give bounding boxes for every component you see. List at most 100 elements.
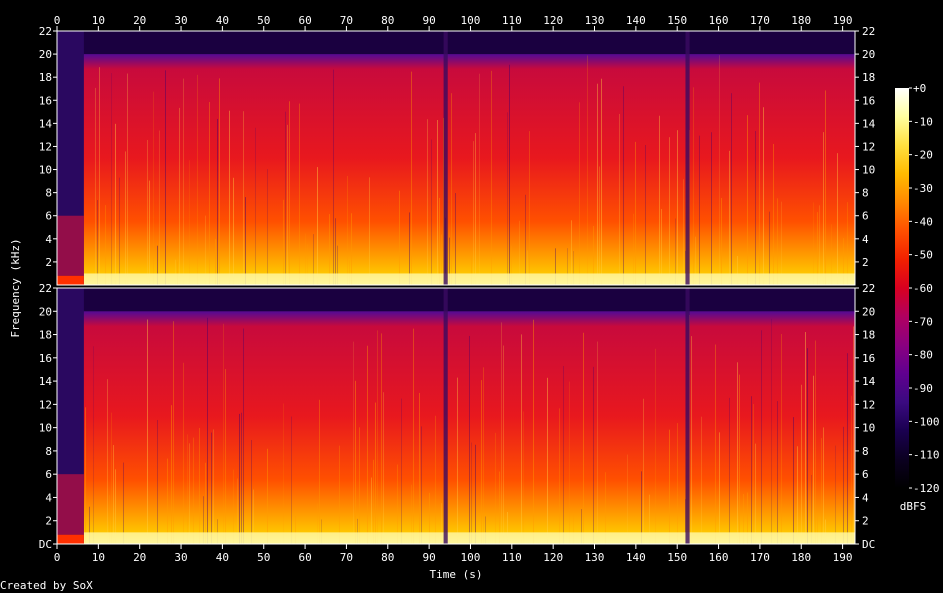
spectral-streak	[211, 432, 212, 544]
x-tick-label-top: 150	[667, 14, 687, 27]
spectral-streak	[481, 380, 482, 544]
y-tick-label-right: 6	[862, 468, 869, 481]
y-tick-label-right: 18	[862, 71, 875, 84]
y-tick-label-left: 4	[45, 233, 52, 246]
spectral-streak	[147, 139, 148, 285]
colorbar-tick-label: -120	[913, 482, 940, 495]
x-tick-label-top: 20	[133, 14, 146, 27]
spectral-streak	[241, 412, 242, 544]
x-tick-label-top: 100	[461, 14, 481, 27]
spectral-streak	[187, 434, 188, 544]
x-tick-label-bottom: 10	[92, 551, 105, 564]
x-tick-label-bottom: 140	[626, 551, 646, 564]
spectral-streak	[469, 335, 470, 544]
spectral-streak	[333, 69, 334, 285]
y-tick-label-right: 14	[862, 375, 876, 388]
spectral-streak	[189, 443, 190, 544]
spectral-streak	[781, 333, 782, 544]
y-tick-label-left: 20	[39, 305, 52, 318]
spectral-streak	[127, 73, 128, 285]
quiet-gap	[685, 288, 690, 544]
y-tick-label-left: 14	[39, 375, 53, 388]
spectral-streak	[483, 367, 484, 544]
spectral-streak	[119, 177, 120, 285]
y-tick-label-left: 14	[39, 117, 53, 130]
spectral-streak	[507, 112, 508, 285]
spectral-streak	[715, 344, 716, 544]
spectral-streak	[193, 437, 194, 544]
spectral-streak	[471, 442, 472, 544]
spectral-streak	[125, 151, 126, 285]
y-tick-label-right: 14	[862, 117, 876, 130]
x-tick-label-top: 40	[216, 14, 229, 27]
spectral-streak	[317, 167, 318, 285]
y-tick-label-right: 12	[862, 140, 875, 153]
spectral-streak	[485, 516, 486, 544]
y-tick-label-left: 20	[39, 48, 52, 61]
spectral-streak	[491, 70, 492, 285]
spectral-streak	[411, 71, 412, 285]
spectral-streak	[173, 321, 174, 544]
spectral-streak	[255, 127, 256, 285]
spectral-streak	[449, 237, 450, 285]
spectral-streak	[729, 150, 730, 285]
y-tick-label-left: 2	[45, 515, 52, 528]
spectral-streak	[473, 141, 474, 285]
x-tick-label-bottom: 0	[54, 551, 61, 564]
spectral-streak	[233, 177, 234, 285]
spectral-streak	[769, 211, 770, 285]
spectral-streak	[237, 478, 238, 544]
spectral-streak	[813, 375, 814, 544]
spectral-streak	[197, 74, 198, 285]
spectral-streak	[659, 115, 660, 285]
x-tick-label-top: 90	[422, 14, 435, 27]
x-axis-label: Time (s)	[430, 568, 483, 581]
spectral-streak	[251, 439, 252, 544]
spectral-streak	[737, 256, 738, 285]
spectral-streak	[743, 493, 744, 544]
channel-1-spectrogram	[56, 30, 856, 286]
spectral-streak	[285, 111, 286, 285]
spectral-streak	[593, 226, 594, 285]
quiet-intro-energy	[57, 474, 84, 535]
spectral-streak	[623, 86, 624, 285]
spectral-streak	[781, 201, 782, 285]
spectral-streak	[381, 333, 382, 544]
spectral-streak	[307, 244, 308, 285]
spectral-streak	[547, 377, 548, 544]
spectral-streak	[503, 345, 504, 544]
spectral-streak	[739, 374, 740, 544]
colorbar-tick-label: -100	[913, 415, 940, 428]
spectral-streak	[439, 197, 440, 285]
spectral-streak	[209, 102, 210, 285]
spectral-streak	[683, 179, 684, 285]
spectral-streak	[719, 55, 720, 285]
spectral-streak	[359, 427, 360, 544]
x-tick-label-bottom: 30	[174, 551, 187, 564]
spectral-streak	[411, 484, 412, 544]
spectral-streak	[823, 132, 824, 285]
x-tick-label-bottom: 80	[381, 551, 394, 564]
spectral-streak	[563, 365, 564, 544]
spectral-streak	[347, 175, 348, 285]
y-tick-label-right: 2	[862, 256, 869, 269]
spectral-streak	[225, 369, 226, 544]
spectral-streak	[819, 205, 820, 285]
spectral-streak	[655, 348, 656, 544]
spectral-streak	[179, 107, 180, 285]
y-tick-label-left: 16	[39, 352, 52, 365]
spectral-streak	[511, 245, 512, 285]
spectral-streak	[99, 67, 100, 286]
spectral-streak	[675, 218, 676, 285]
spectral-streak	[533, 319, 534, 544]
spectral-streak	[351, 213, 352, 285]
colorbar-tick-label: -60	[913, 282, 933, 295]
spectral-streak	[807, 348, 808, 544]
spectral-streak	[233, 469, 234, 544]
spectral-streak	[471, 252, 472, 285]
y-tick-label-right: 6	[862, 210, 869, 223]
spectral-streak	[431, 139, 432, 285]
y-tick-label-left: 2	[45, 256, 52, 269]
spectral-streak	[677, 423, 678, 544]
spectral-streak	[815, 340, 816, 544]
